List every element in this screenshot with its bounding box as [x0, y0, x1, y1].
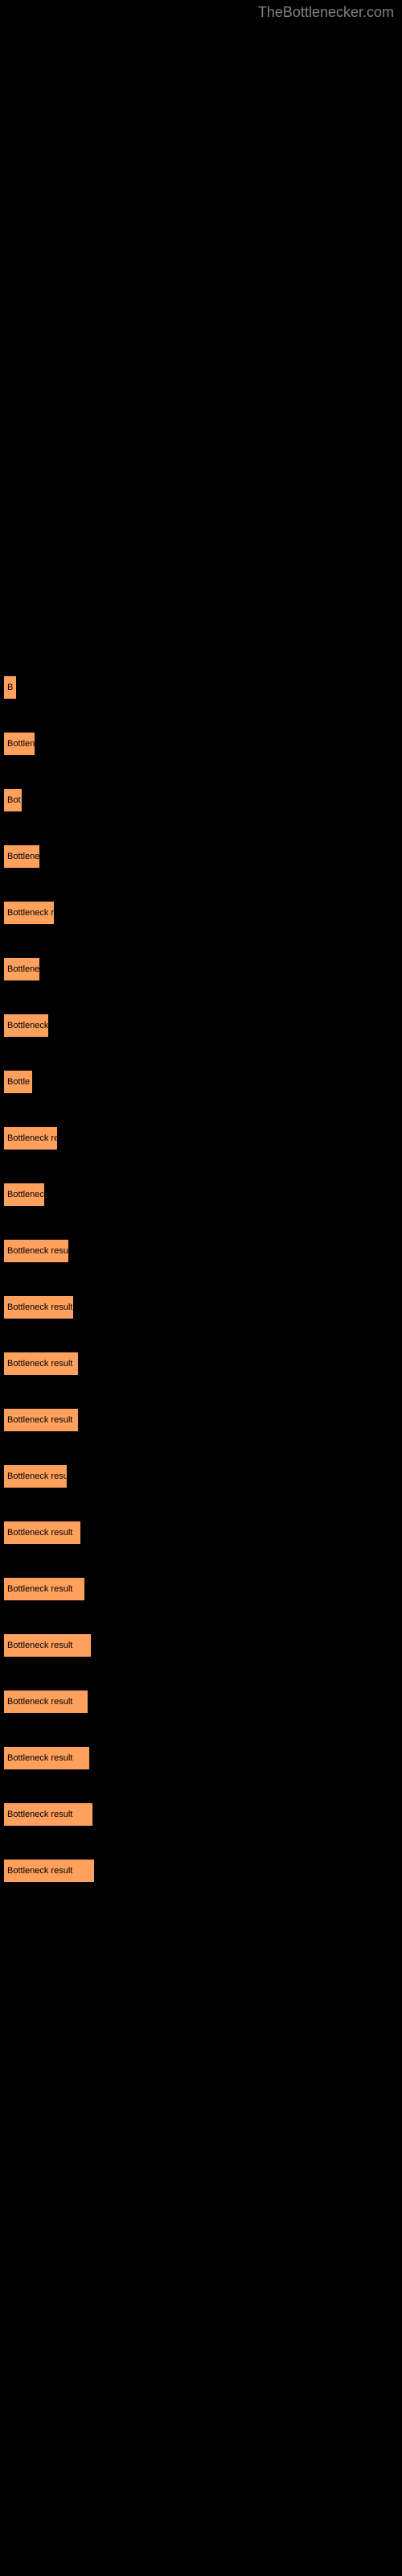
- bar-12: Bottleneck result: [4, 1352, 78, 1375]
- bar-label: Bottleneck result: [7, 1641, 72, 1650]
- bar-15: Bottleneck result: [4, 1521, 80, 1544]
- bar-7: Bottle: [4, 1071, 32, 1093]
- bar-row: Bottle: [4, 1071, 402, 1093]
- bar-14: Bottleneck resu: [4, 1465, 67, 1488]
- bar-label: Bottleneck result: [7, 1697, 72, 1707]
- bar-row: Bottleneck result: [4, 1521, 402, 1544]
- bar-label: Bottleneck result: [7, 1415, 72, 1425]
- bar-10: Bottleneck resul: [4, 1240, 68, 1262]
- bar-1: Bottlen: [4, 733, 35, 755]
- bar-17: Bottleneck result: [4, 1634, 91, 1657]
- bar-row: Bottleneck re: [4, 1127, 402, 1150]
- bar-3: Bottlene: [4, 845, 39, 868]
- bar-label: Bottleneck result: [7, 1866, 72, 1876]
- bar-label: Bottleneck result: [7, 1302, 72, 1312]
- bar-0: B: [4, 676, 16, 699]
- bar-row: Bottleneck resu: [4, 1465, 402, 1488]
- bar-11: Bottleneck result: [4, 1296, 73, 1319]
- bar-row: Bottleneck result: [4, 1860, 402, 1882]
- bar-2: Bot: [4, 789, 22, 811]
- bar-label: Bottlene: [7, 852, 39, 861]
- bar-row: Bottleneck result: [4, 1634, 402, 1657]
- watermark-text: TheBottlenecker.com: [258, 4, 394, 21]
- bar-label: Bottleneck re: [7, 1133, 57, 1143]
- bar-row: Bottleneck resul: [4, 1240, 402, 1262]
- bar-row: Bottlene: [4, 845, 402, 868]
- bar-18: Bottleneck result: [4, 1690, 88, 1713]
- bar-6: Bottleneck: [4, 1014, 48, 1037]
- bar-label: Bottleneck result: [7, 1810, 72, 1819]
- bar-label: B: [7, 683, 13, 692]
- bar-label: Bot: [7, 795, 21, 805]
- bar-row: Bottleneck result: [4, 1747, 402, 1769]
- bar-label: Bottleneck result: [7, 1359, 72, 1368]
- bar-row: Bottleneck result: [4, 1803, 402, 1826]
- bar-row: Bottleneck result: [4, 1578, 402, 1600]
- bar-label: Bottleneck r: [7, 908, 54, 918]
- bar-4: Bottleneck r: [4, 902, 54, 924]
- bar-row: Bottlenec: [4, 1183, 402, 1206]
- bar-13: Bottleneck result: [4, 1409, 78, 1431]
- bar-row: Bottlene: [4, 958, 402, 980]
- bar-row: B: [4, 676, 402, 699]
- bar-row: Bot: [4, 789, 402, 811]
- bar-label: Bottleneck: [7, 1021, 48, 1030]
- bar-label: Bottlen: [7, 739, 35, 749]
- bar-row: Bottleneck result: [4, 1409, 402, 1431]
- bar-label: Bottleneck result: [7, 1584, 72, 1594]
- bar-row: Bottleneck result: [4, 1352, 402, 1375]
- bar-5: Bottlene: [4, 958, 39, 980]
- bar-label: Bottleneck resu: [7, 1472, 67, 1481]
- bar-row: Bottleneck result: [4, 1296, 402, 1319]
- bar-chart: B Bottlen Bot Bottlene Bottleneck r Bott…: [0, 0, 402, 1882]
- bar-row: Bottleneck: [4, 1014, 402, 1037]
- bar-16: Bottleneck result: [4, 1578, 84, 1600]
- bar-label: Bottlenec: [7, 1190, 44, 1199]
- bar-20: Bottleneck result: [4, 1803, 92, 1826]
- bar-label: Bottleneck result: [7, 1528, 72, 1538]
- bar-row: Bottlen: [4, 733, 402, 755]
- bar-label: Bottlene: [7, 964, 39, 974]
- bar-8: Bottleneck re: [4, 1127, 57, 1150]
- bar-19: Bottleneck result: [4, 1747, 89, 1769]
- bar-label: Bottleneck result: [7, 1753, 72, 1763]
- bar-label: Bottle: [7, 1077, 30, 1087]
- bar-21: Bottleneck result: [4, 1860, 94, 1882]
- bar-label: Bottleneck resul: [7, 1246, 68, 1256]
- bar-9: Bottlenec: [4, 1183, 44, 1206]
- bar-row: Bottleneck result: [4, 1690, 402, 1713]
- bar-row: Bottleneck r: [4, 902, 402, 924]
